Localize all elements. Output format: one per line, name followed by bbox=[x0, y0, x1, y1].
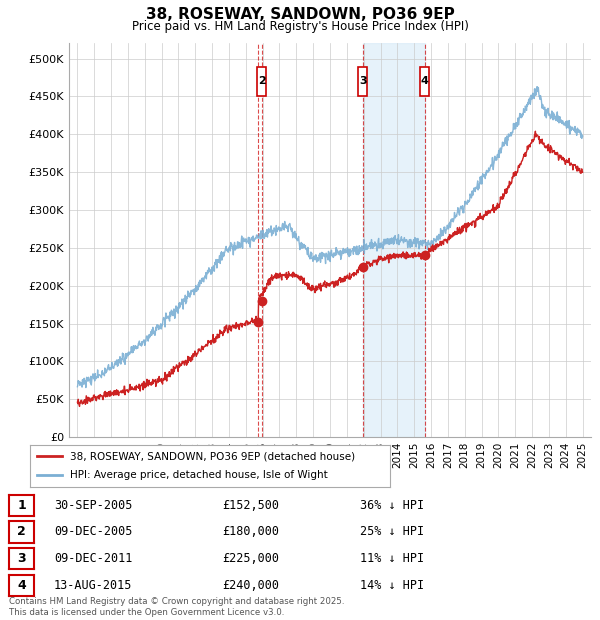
Text: 3: 3 bbox=[17, 552, 26, 565]
Text: 13-AUG-2015: 13-AUG-2015 bbox=[54, 579, 133, 592]
Text: 09-DEC-2011: 09-DEC-2011 bbox=[54, 552, 133, 565]
Text: 36% ↓ HPI: 36% ↓ HPI bbox=[360, 499, 424, 512]
Text: Contains HM Land Registry data © Crown copyright and database right 2025.
This d: Contains HM Land Registry data © Crown c… bbox=[9, 598, 344, 617]
Bar bbox=[257, 67, 266, 95]
Bar bbox=[420, 67, 429, 95]
Bar bbox=[362, 43, 425, 437]
Text: £240,000: £240,000 bbox=[222, 579, 279, 592]
Text: 2: 2 bbox=[258, 76, 266, 86]
Text: 3: 3 bbox=[359, 76, 367, 86]
Text: 4: 4 bbox=[17, 579, 26, 592]
Text: Price paid vs. HM Land Registry's House Price Index (HPI): Price paid vs. HM Land Registry's House … bbox=[131, 20, 469, 33]
Text: 38, ROSEWAY, SANDOWN, PO36 9EP (detached house): 38, ROSEWAY, SANDOWN, PO36 9EP (detached… bbox=[70, 451, 355, 461]
Bar bbox=[358, 67, 367, 95]
Text: 14% ↓ HPI: 14% ↓ HPI bbox=[360, 579, 424, 592]
Text: 38, ROSEWAY, SANDOWN, PO36 9EP: 38, ROSEWAY, SANDOWN, PO36 9EP bbox=[146, 7, 454, 22]
Text: 30-SEP-2005: 30-SEP-2005 bbox=[54, 499, 133, 512]
Text: 25% ↓ HPI: 25% ↓ HPI bbox=[360, 526, 424, 539]
Text: £180,000: £180,000 bbox=[222, 526, 279, 539]
Text: £152,500: £152,500 bbox=[222, 499, 279, 512]
Text: 09-DEC-2005: 09-DEC-2005 bbox=[54, 526, 133, 539]
Text: 4: 4 bbox=[421, 76, 428, 86]
Text: HPI: Average price, detached house, Isle of Wight: HPI: Average price, detached house, Isle… bbox=[70, 470, 328, 480]
Text: £225,000: £225,000 bbox=[222, 552, 279, 565]
Text: 1: 1 bbox=[17, 499, 26, 512]
Text: 11% ↓ HPI: 11% ↓ HPI bbox=[360, 552, 424, 565]
Text: 2: 2 bbox=[17, 526, 26, 539]
